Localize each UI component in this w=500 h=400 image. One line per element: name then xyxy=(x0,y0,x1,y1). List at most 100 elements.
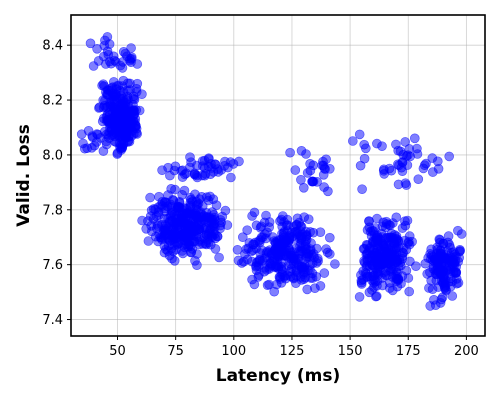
scatter-point xyxy=(103,102,113,112)
scatter-point xyxy=(100,35,110,46)
scatter-point xyxy=(420,258,431,269)
scatter-point xyxy=(98,146,109,156)
scatter-point xyxy=(439,283,450,294)
scatter-point xyxy=(422,269,433,279)
scatter-point xyxy=(430,300,441,311)
x-tick-label: 50 xyxy=(109,344,126,359)
scatter-point xyxy=(319,182,329,192)
scatter-point xyxy=(97,80,107,91)
scatter-point xyxy=(347,136,358,146)
scatter-point xyxy=(305,159,315,169)
x-tick-label: 200 xyxy=(454,344,479,359)
scatter-point xyxy=(298,183,309,193)
scatter-point xyxy=(307,176,317,187)
scatter-point xyxy=(440,253,451,263)
scatter-point xyxy=(384,220,394,230)
scatter-point xyxy=(384,163,395,174)
scatter-point xyxy=(359,153,370,164)
scatter-point xyxy=(247,211,257,221)
scatter-point xyxy=(185,230,196,241)
scatter-point xyxy=(396,162,407,173)
scatter-point xyxy=(145,192,155,203)
scatter-point xyxy=(358,244,369,254)
scatter-point xyxy=(404,239,415,250)
scatter-point xyxy=(166,205,177,215)
scatter-point xyxy=(225,157,236,167)
scatter-point xyxy=(405,151,416,162)
scatter-point xyxy=(117,143,128,153)
scatter-point xyxy=(232,245,243,255)
scatter-point xyxy=(169,165,180,176)
scatter-point xyxy=(189,168,200,179)
scatter-point xyxy=(148,214,159,224)
scatter-point xyxy=(403,273,414,283)
scatter-point xyxy=(126,54,137,64)
scatter-point xyxy=(301,149,311,159)
scatter-point xyxy=(109,55,120,66)
x-tick-label: 150 xyxy=(338,344,363,359)
scatter-point xyxy=(170,218,180,228)
x-axis-label: Latency (ms) xyxy=(216,366,341,386)
scatter-point xyxy=(321,154,331,165)
scatter-point xyxy=(284,231,295,241)
scatter-point xyxy=(354,292,365,302)
scatter-point xyxy=(448,267,459,278)
scatter-point xyxy=(109,91,119,102)
scatter-point xyxy=(181,168,191,179)
x-tick-label: 175 xyxy=(396,344,421,359)
scatter-points xyxy=(76,32,467,311)
scatter-point xyxy=(444,151,455,162)
scatter-point xyxy=(321,244,331,254)
scatter-point xyxy=(214,252,224,263)
scatter-point xyxy=(438,273,449,284)
scatter-point xyxy=(392,267,403,278)
scatter-point xyxy=(296,175,306,185)
scatter-point xyxy=(196,207,206,217)
scatter-point xyxy=(153,220,163,231)
scatter-point xyxy=(393,237,403,247)
scatter-point xyxy=(170,184,180,195)
scatter-point xyxy=(251,265,262,276)
scatter-point xyxy=(443,231,454,241)
scatter-point xyxy=(206,217,217,228)
scatter-point xyxy=(356,270,366,280)
scatter-point xyxy=(222,220,233,230)
scatter-point xyxy=(306,238,316,248)
scatter-point xyxy=(303,214,314,224)
scatter-point xyxy=(147,226,157,237)
scatter-point xyxy=(109,115,119,126)
scatter-point xyxy=(304,252,315,263)
scatter-point xyxy=(137,215,147,226)
scatter-point xyxy=(302,168,313,178)
scatter-point xyxy=(302,284,313,295)
scatter-point xyxy=(180,213,190,224)
scatter-point xyxy=(266,248,277,259)
scatter-point xyxy=(155,232,165,243)
scatter-point xyxy=(370,263,381,273)
scatter-point xyxy=(320,164,330,174)
scatter-point xyxy=(247,256,257,267)
scatter-point xyxy=(104,133,114,143)
scatter-point xyxy=(220,205,231,216)
x-tick-label: 125 xyxy=(280,344,305,359)
scatter-point xyxy=(179,242,190,253)
scatter-point xyxy=(120,125,131,136)
scatter-point xyxy=(400,220,411,231)
scatter-point xyxy=(192,260,202,271)
scatter-point xyxy=(255,255,265,266)
scatter-point xyxy=(179,185,190,196)
scatter-point xyxy=(319,268,330,278)
scatter-point xyxy=(169,255,180,266)
scatter-point xyxy=(371,254,382,265)
scatter-point xyxy=(262,280,273,291)
scatter-point xyxy=(288,253,299,264)
scatter-point xyxy=(253,236,264,246)
scatter-point xyxy=(378,241,389,252)
scatter-point xyxy=(192,249,202,259)
y-tick-label: 8.4 xyxy=(42,39,63,54)
scatter-point xyxy=(265,258,275,269)
scatter-point xyxy=(106,125,117,135)
scatter-point xyxy=(409,133,420,144)
x-tick-label: 100 xyxy=(221,344,246,359)
